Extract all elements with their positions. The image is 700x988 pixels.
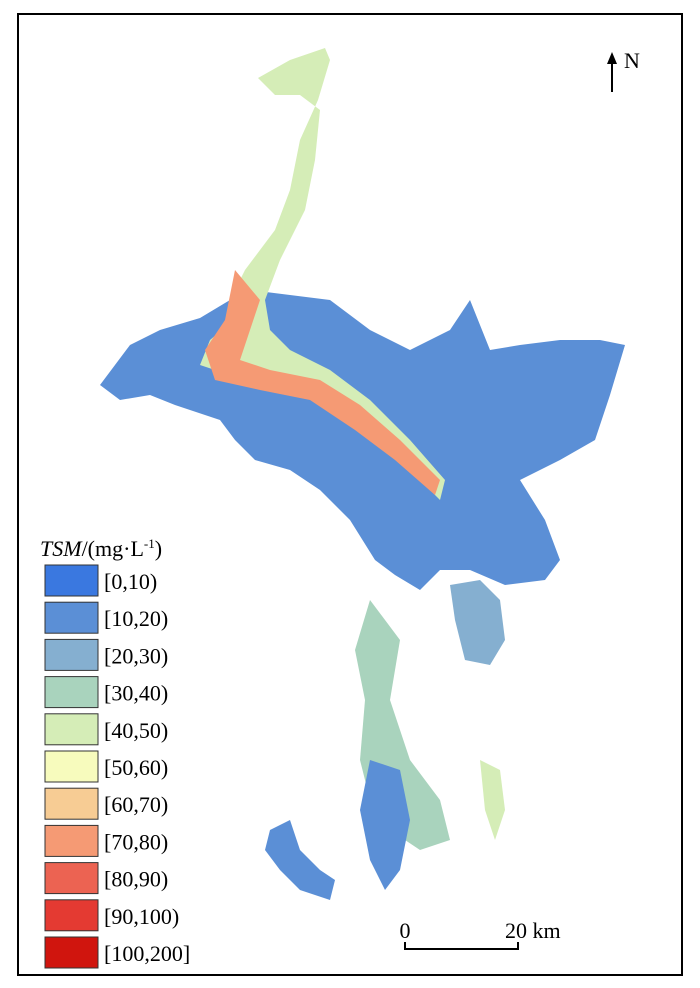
legend-swatch — [44, 713, 99, 746]
turbid-zone — [205, 270, 440, 495]
legend-label: [60,70) — [104, 792, 168, 817]
legend-title-unit: /(mg·L — [82, 536, 144, 561]
legend-label: [50,60) — [104, 755, 168, 780]
arrow-head — [607, 52, 617, 64]
legend-label: [20,30) — [104, 643, 168, 668]
legend-swatch — [44, 601, 99, 634]
legend-swatch — [44, 676, 99, 709]
legend-label: [10,20) — [104, 606, 168, 631]
scale-line — [404, 942, 519, 950]
legend-swatch — [44, 787, 99, 820]
legend-label: [80,90) — [104, 867, 168, 892]
legend: [0,10) [10,20) [20,30) [30,40) [40,50) [50,60… — [44, 564, 190, 969]
southwest-arm — [265, 820, 335, 900]
south-lobe — [360, 760, 410, 890]
scale-bar: 0 20 km — [400, 918, 561, 950]
south-bay — [450, 580, 505, 665]
legend-swatch — [44, 936, 99, 969]
legend-title-sup: -1 — [144, 536, 155, 551]
legend-title-close: ) — [155, 536, 162, 561]
north-arrow: N — [607, 48, 640, 92]
legend-label: [90,100) — [104, 904, 179, 929]
southeast-arm — [480, 760, 505, 840]
scale-start: 0 — [400, 918, 411, 943]
legend-swatch — [44, 750, 99, 783]
main-channel — [200, 48, 445, 500]
legend-label: [100,200] — [104, 941, 190, 966]
legend-title: TSM/(mg·L-1) — [40, 536, 162, 561]
legend-swatch — [44, 564, 99, 597]
legend-label: [30,40) — [104, 681, 168, 706]
legend-label: [40,50) — [104, 718, 168, 743]
lake — [100, 48, 625, 900]
legend-swatch — [44, 638, 99, 671]
scale-end: 20 km — [505, 918, 561, 943]
north-label: N — [624, 48, 640, 73]
legend-swatch — [44, 862, 99, 895]
legend-swatch — [44, 899, 99, 932]
legend-label: [70,80) — [104, 829, 168, 854]
legend-swatch — [44, 824, 99, 857]
legend-title-var: TSM — [40, 536, 83, 561]
legend-label: [0,10) — [104, 569, 157, 594]
